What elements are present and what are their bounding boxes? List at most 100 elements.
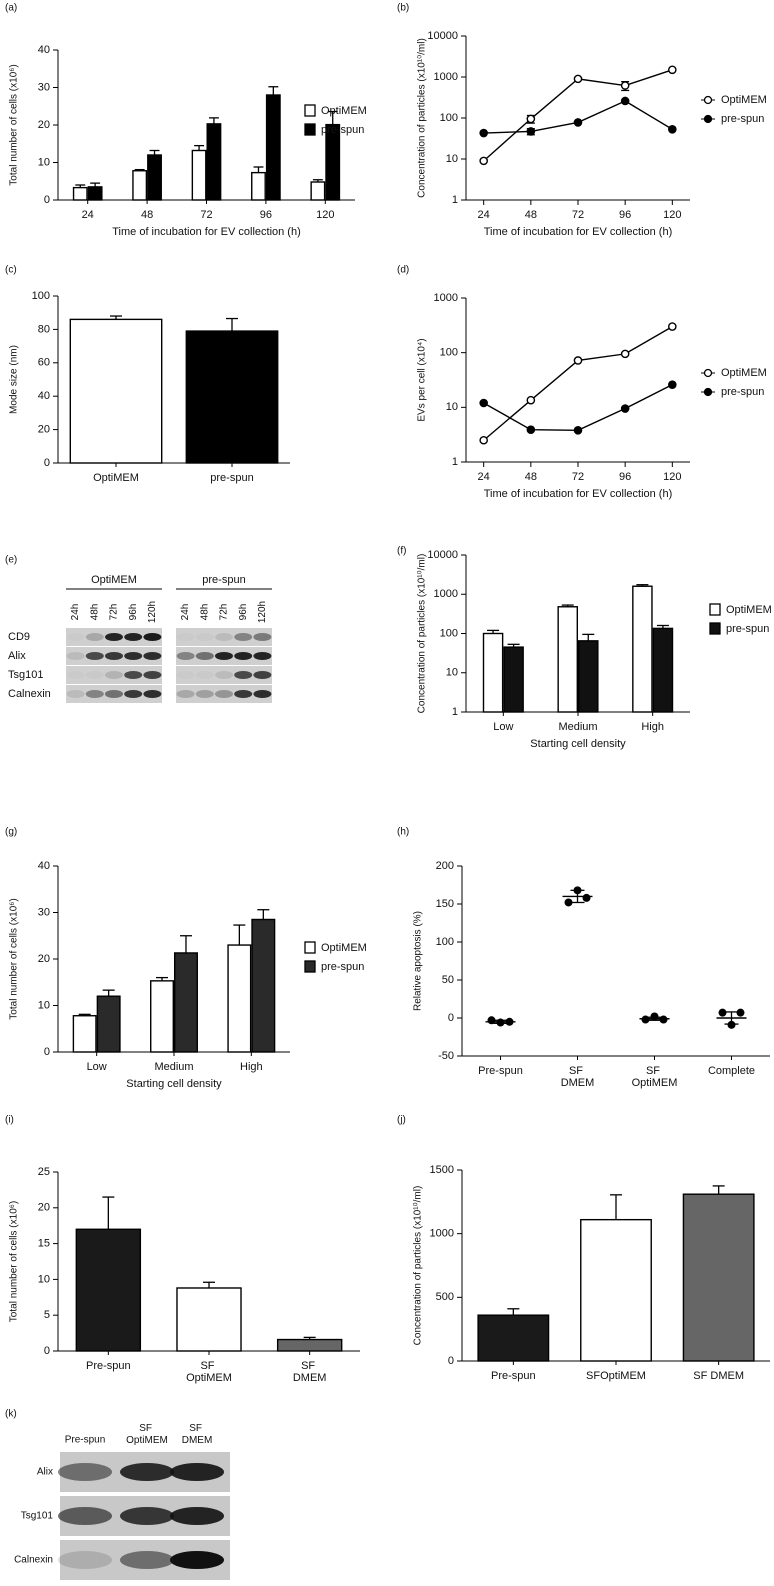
y-tick-label: 1000 bbox=[434, 71, 458, 83]
x-tick-label: Pre-spun bbox=[491, 1370, 536, 1382]
row-label: Alix bbox=[37, 1467, 53, 1478]
bar bbox=[206, 123, 222, 201]
blot-band bbox=[66, 690, 85, 698]
row-label: Alix bbox=[8, 650, 26, 662]
y-axis-label: EVs per cell (x10⁴) bbox=[417, 338, 428, 421]
bar bbox=[251, 171, 266, 201]
marker bbox=[668, 125, 677, 134]
lane-label: 48h bbox=[89, 604, 100, 621]
bar bbox=[251, 918, 276, 1053]
error-bar bbox=[226, 317, 238, 332]
marker bbox=[620, 96, 630, 106]
bar bbox=[632, 585, 653, 713]
blot-band bbox=[177, 671, 195, 679]
y-tick-label: 10 bbox=[38, 999, 50, 1011]
y-tick-label: 10 bbox=[446, 401, 458, 413]
blot-band bbox=[67, 671, 85, 679]
y-tick-label: 1000 bbox=[430, 1228, 454, 1240]
marker bbox=[620, 81, 630, 90]
legend-label: pre-spun bbox=[726, 623, 769, 635]
blot-band bbox=[215, 633, 233, 641]
x-tick-label: High bbox=[240, 1061, 263, 1073]
y-tick-label: 1 bbox=[452, 706, 458, 718]
error-bar bbox=[203, 1281, 215, 1288]
x-tick-label: 120 bbox=[316, 209, 334, 221]
x-tick-label: pre-spun bbox=[210, 472, 253, 484]
y-tick-label: 30 bbox=[38, 906, 50, 918]
legend-swatch bbox=[304, 123, 316, 136]
panel-label: (e) bbox=[5, 555, 17, 566]
legend-swatch bbox=[304, 960, 316, 973]
x-tick-label: OptiMEM bbox=[93, 472, 139, 484]
y-tick-label: 1000 bbox=[434, 588, 458, 600]
lane-label: 120h bbox=[147, 601, 158, 623]
blot-band bbox=[234, 671, 253, 679]
error-bar bbox=[724, 1011, 739, 1025]
error-bar bbox=[179, 935, 192, 953]
x-axis-label: Starting cell density bbox=[126, 1078, 222, 1090]
error-bar bbox=[253, 166, 264, 173]
bar bbox=[176, 1287, 242, 1352]
x-tick-label: High bbox=[641, 721, 664, 733]
legend-label: OptiMEM bbox=[321, 105, 367, 117]
y-tick-label: 30 bbox=[38, 81, 50, 93]
x-tick-label: 96 bbox=[619, 209, 631, 221]
marker bbox=[573, 118, 583, 127]
legend-swatch bbox=[709, 603, 721, 616]
blot-band bbox=[85, 652, 104, 660]
y-tick-label: 25 bbox=[38, 1166, 50, 1178]
blot-band bbox=[143, 671, 162, 679]
x-tick-label: 24 bbox=[82, 209, 94, 221]
y-tick-label: 15 bbox=[38, 1238, 50, 1250]
lane-label: SF DMEM bbox=[182, 1423, 213, 1446]
y-tick-label: 1 bbox=[452, 456, 458, 468]
marker bbox=[479, 128, 488, 138]
panel-label: (f) bbox=[397, 546, 406, 557]
legend-swatch bbox=[304, 941, 316, 954]
blot-band bbox=[58, 1463, 112, 1481]
marker bbox=[526, 127, 536, 136]
y-tick-label: 10000 bbox=[427, 30, 458, 42]
bar bbox=[325, 123, 341, 201]
x-axis-label: Time of incubation for EV collection (h) bbox=[484, 226, 673, 238]
marker bbox=[668, 322, 677, 331]
y-tick-label: 100 bbox=[440, 627, 458, 639]
x-tick-label: 48 bbox=[141, 209, 153, 221]
bar bbox=[185, 330, 279, 464]
y-tick-label: 100 bbox=[436, 936, 454, 948]
x-tick-label: Medium bbox=[154, 1061, 193, 1073]
blot-band bbox=[85, 633, 104, 641]
error-bar bbox=[712, 1185, 725, 1195]
error-bar bbox=[257, 909, 270, 920]
bar bbox=[72, 1015, 97, 1053]
blot-band bbox=[120, 1463, 174, 1481]
blot-band bbox=[195, 652, 214, 660]
error-bar bbox=[327, 110, 338, 125]
marker bbox=[620, 404, 630, 413]
blot-band bbox=[215, 690, 233, 698]
lane-label: 24h bbox=[70, 604, 81, 621]
y-axis-label: Total number of cells (x10⁶) bbox=[9, 64, 20, 185]
x-tick-label: 72 bbox=[572, 471, 584, 483]
blot-band bbox=[105, 690, 123, 698]
point bbox=[736, 1008, 745, 1017]
y-tick-label: 100 bbox=[440, 112, 458, 124]
blot-band bbox=[66, 652, 85, 660]
blot-band bbox=[85, 690, 104, 698]
blot-band bbox=[170, 1463, 224, 1481]
panel-label: (d) bbox=[397, 265, 409, 276]
bar bbox=[96, 995, 121, 1053]
x-tick-label: SF OptiMEM bbox=[186, 1360, 232, 1384]
blot-band bbox=[253, 633, 272, 641]
row-label: Tsg101 bbox=[21, 1511, 54, 1522]
error-bar bbox=[647, 1016, 662, 1021]
x-tick-label: 48 bbox=[525, 471, 537, 483]
legend-marker bbox=[703, 95, 713, 105]
blot-band bbox=[124, 633, 143, 641]
series-line bbox=[483, 384, 673, 432]
error-bar bbox=[194, 144, 205, 151]
y-tick-label: 40 bbox=[38, 44, 50, 56]
marker bbox=[526, 425, 536, 434]
blot-band bbox=[105, 671, 123, 679]
